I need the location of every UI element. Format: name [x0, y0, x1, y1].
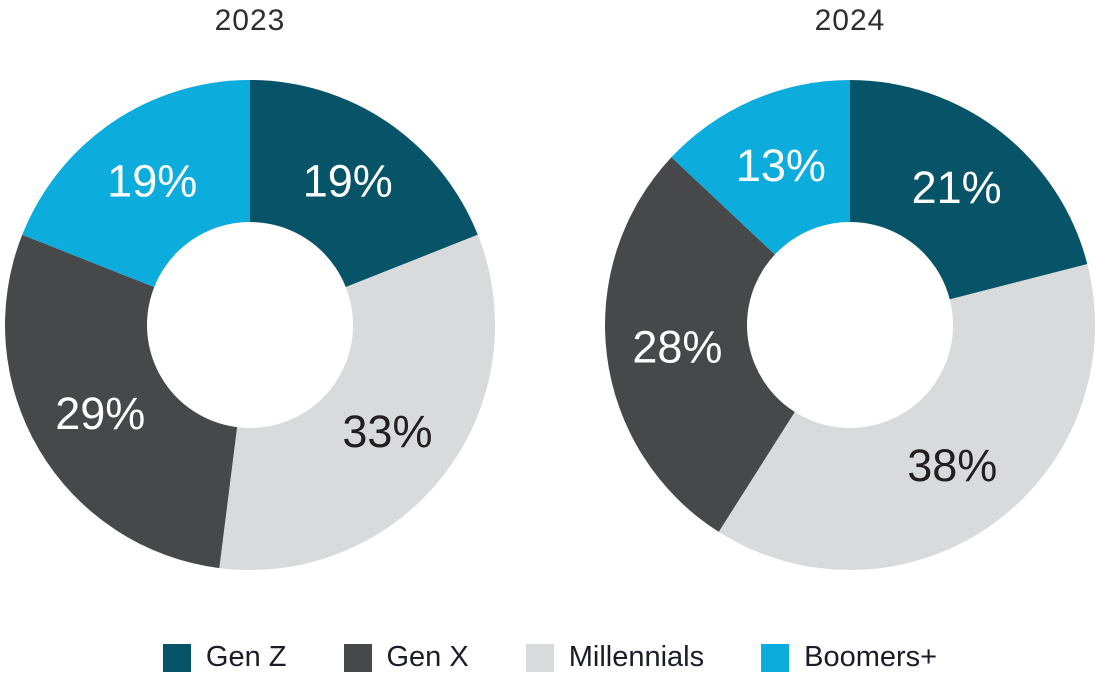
legend: Gen Z Gen X Millennials Boomers+ — [0, 641, 1100, 674]
slice-label-gen-z: 19% — [303, 156, 393, 207]
legend-swatch-gen-z — [162, 643, 191, 672]
legend-swatch-millennials — [525, 643, 554, 672]
slice-gen-x — [605, 157, 850, 532]
legend-swatch-gen-x — [343, 643, 372, 672]
donut-2024-svg: 21% 38% 28% 13% — [605, 80, 1095, 570]
slice-label-boomers: 19% — [107, 156, 197, 207]
legend-label-boomers: Boomers+ — [804, 641, 938, 673]
slice-label-millennials: 33% — [342, 406, 432, 457]
slice-label-gen-x: 28% — [632, 321, 722, 372]
slice-millennials — [718, 264, 1095, 570]
chart-title-2024: 2024 — [814, 4, 886, 37]
slice-label-boomers: 13% — [736, 140, 826, 191]
chart-title-2023: 2023 — [214, 4, 286, 37]
slice-label-gen-x: 29% — [55, 388, 145, 439]
legend-label-gen-z: Gen Z — [205, 641, 287, 673]
legend-label-gen-x: Gen X — [386, 641, 469, 673]
legend-swatch-boomers — [761, 643, 790, 672]
legend-item-gen-x: Gen X — [343, 641, 469, 674]
legend-item-gen-z: Gen Z — [162, 641, 287, 674]
donut-hole — [147, 222, 353, 428]
donut-hole — [747, 222, 953, 428]
donut-chart-2024: 2024 21% 38% 28% 13% — [600, 0, 1100, 600]
legend-label-millennials: Millennials — [568, 641, 705, 673]
slice-label-millennials: 38% — [907, 440, 997, 491]
donut-2023-svg: 19% 33% 29% 19% — [5, 80, 496, 570]
legend-item-boomers: Boomers+ — [761, 641, 937, 674]
slice-label-gen-z: 21% — [912, 162, 1002, 213]
legend-item-millennials: Millennials — [525, 641, 705, 674]
donut-chart-2023: 2023 19% 33% 29% 19% — [0, 0, 500, 600]
